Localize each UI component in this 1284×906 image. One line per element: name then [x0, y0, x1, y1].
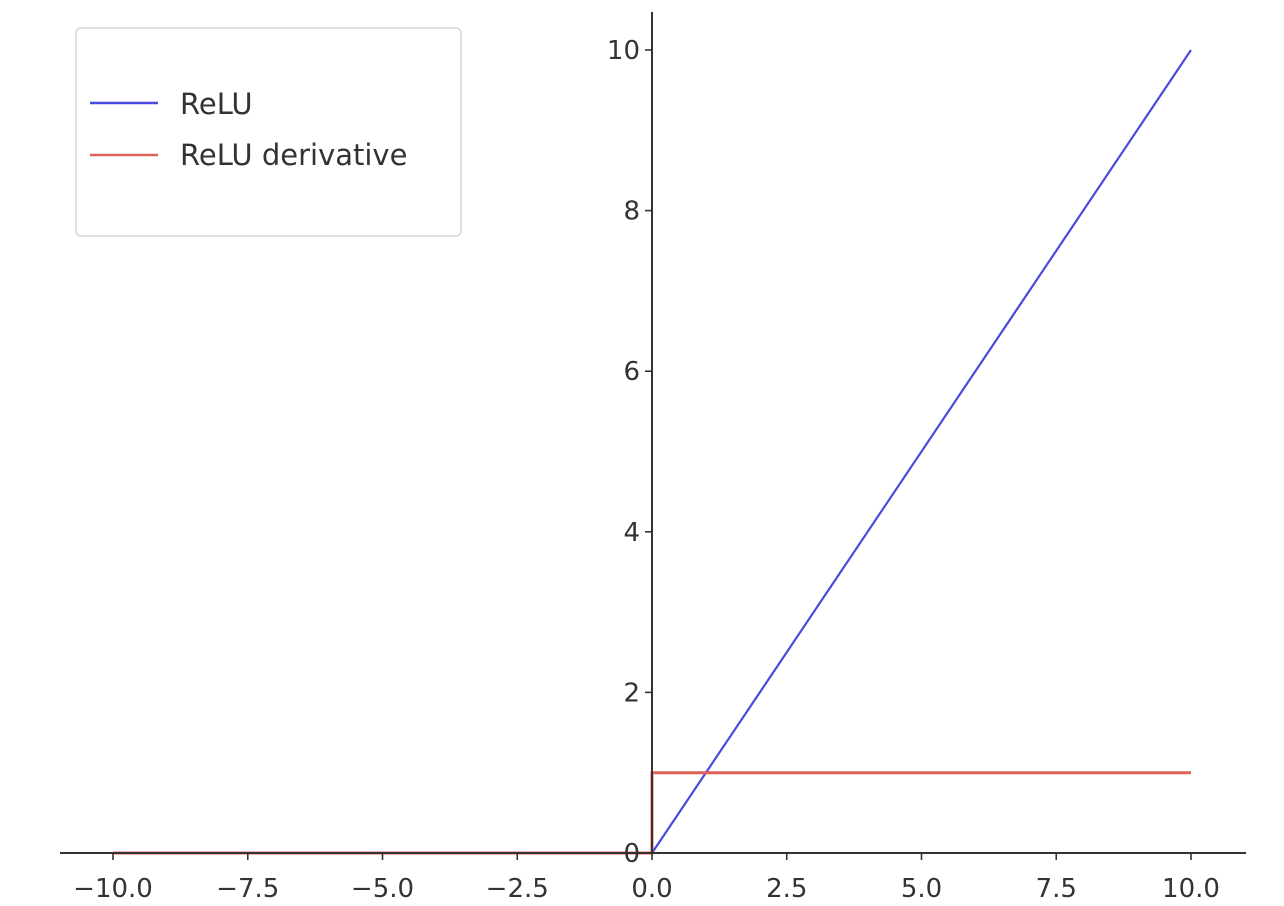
y-tick-label: 6	[623, 357, 640, 387]
y-tick-label: 4	[623, 518, 640, 548]
x-tick-label: 0.0	[631, 874, 672, 904]
x-tick-label: −7.5	[216, 874, 279, 904]
legend-frame	[75, 27, 462, 237]
y-tick-label: 10	[607, 36, 640, 66]
x-tick-label: −2.5	[486, 874, 549, 904]
legend-label-relu: ReLU	[180, 87, 253, 121]
y-tick-label: 0	[623, 839, 640, 869]
legend: ReLU ReLU derivative	[75, 27, 462, 237]
x-tick-label: 10.0	[1162, 874, 1220, 904]
legend-label-relu-derivative: ReLU derivative	[180, 138, 407, 172]
x-tick-label: 5.0	[901, 874, 942, 904]
x-tick-layer: −10.0 −7.5 −5.0 −2.5 0.0 2.5 5.0 7.5 10.0	[73, 853, 1220, 904]
y-tick-layer: 0 2 4 6 8 10	[607, 36, 652, 869]
x-tick-label: −10.0	[73, 874, 153, 904]
axes-layer	[60, 12, 1246, 854]
x-tick-label: 7.5	[1036, 874, 1077, 904]
y-tick-label: 2	[623, 678, 640, 708]
x-tick-label: −5.0	[351, 874, 414, 904]
x-tick-label: 2.5	[766, 874, 807, 904]
y-tick-label: 8	[623, 197, 640, 227]
